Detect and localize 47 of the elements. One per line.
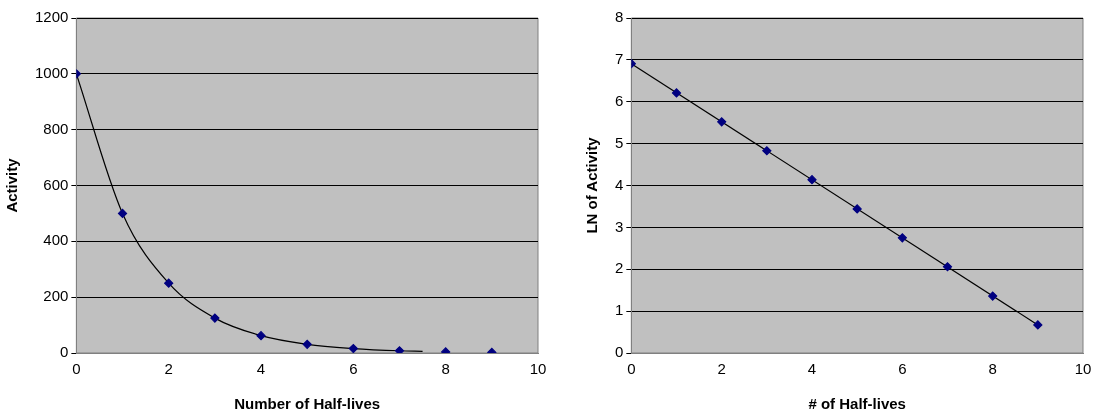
x-tick-label: 8 — [988, 360, 997, 378]
y-tick-label: 800 — [43, 119, 69, 137]
point — [210, 313, 220, 323]
y-tick-label: 2 — [615, 259, 624, 277]
y-tick-label: 1200 — [34, 8, 69, 26]
y-tick-label: 7 — [615, 50, 624, 68]
y-tick-label: 5 — [615, 133, 624, 151]
x-tick-label: 2 — [717, 360, 726, 378]
x-tick-label: 6 — [349, 360, 358, 378]
y-tick-label: 600 — [43, 175, 69, 193]
point — [117, 208, 128, 219]
x-tick-label: 4 — [807, 360, 817, 378]
y-tick-label: 400 — [43, 231, 69, 249]
x-tick-label: 10 — [1074, 360, 1092, 378]
point — [852, 204, 862, 214]
x-axis-title: # of Half-lives — [808, 395, 906, 413]
y-tick-label: 8 — [615, 8, 624, 26]
point — [256, 331, 266, 341]
y-tick-label: 1000 — [34, 63, 69, 81]
x-tick-label: 4 — [256, 360, 266, 378]
point — [897, 233, 907, 243]
y-tick-label: 0 — [60, 343, 69, 361]
point — [671, 88, 682, 98]
x-tick-label: 0 — [72, 360, 81, 378]
y-tick-label: 3 — [615, 217, 624, 235]
point — [302, 339, 312, 349]
y-axis-title: LN of Activity — [583, 136, 601, 234]
x-tick-label: 10 — [529, 360, 547, 378]
x-tick-label: 2 — [164, 360, 173, 378]
x-tick-label: 0 — [627, 360, 636, 378]
y-tick-label: 1 — [615, 301, 624, 319]
y-tick-label: 4 — [615, 175, 624, 193]
x-axis-title: Number of Half-lives — [234, 395, 381, 413]
point — [762, 146, 772, 156]
x-tick-label: 8 — [441, 360, 450, 378]
x-tick-label: 6 — [898, 360, 907, 378]
y-tick-label: 200 — [43, 287, 69, 305]
point — [988, 291, 998, 301]
y-axis-title: Activity — [3, 157, 21, 213]
point — [717, 117, 727, 127]
point — [942, 262, 953, 272]
point — [164, 278, 174, 288]
y-tick-label: 0 — [615, 343, 624, 361]
point — [1033, 320, 1043, 330]
point — [807, 175, 817, 185]
point — [348, 343, 358, 353]
y-tick-label: 6 — [615, 91, 624, 109]
